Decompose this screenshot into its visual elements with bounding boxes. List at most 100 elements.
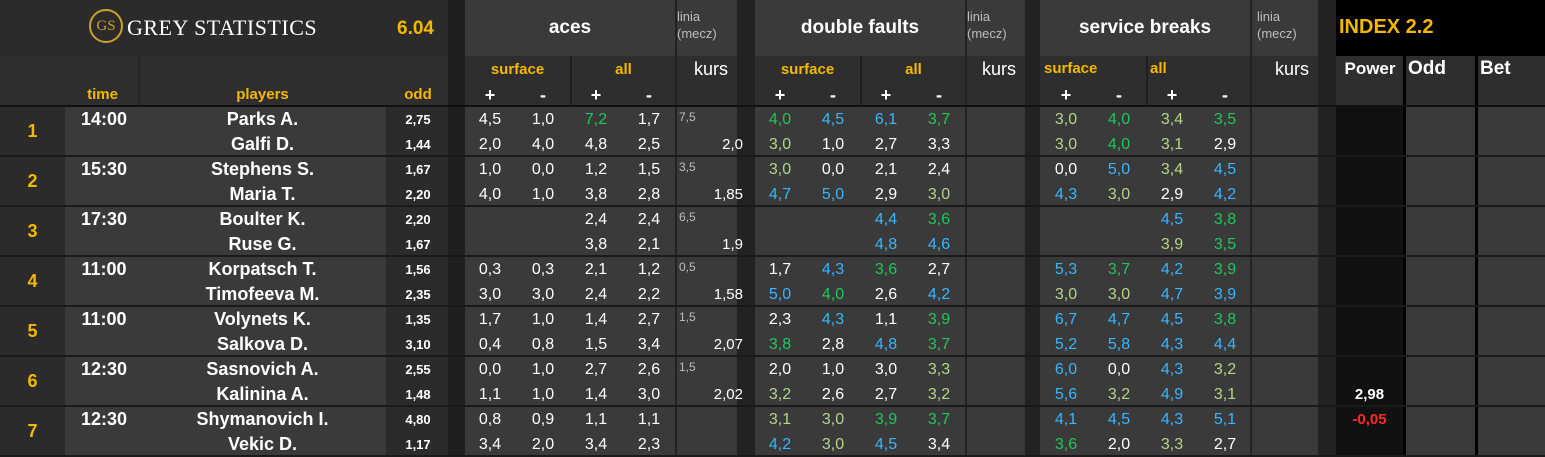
- aces-kurs-label: kurs: [693, 58, 728, 79]
- player-name[interactable]: Korpatsch T.: [208, 259, 317, 279]
- player-name[interactable]: Shymanovich I.: [196, 409, 329, 429]
- player-name[interactable]: Sasnovich A.: [206, 359, 319, 379]
- df-value: 1,0: [821, 135, 845, 153]
- grid-block: [860, 56, 862, 106]
- match-time: 15:30: [80, 159, 128, 179]
- plus-label: +: [774, 84, 786, 105]
- player-odd: 1,48: [405, 387, 431, 402]
- ace-kurs: 1,9: [722, 236, 743, 253]
- grid-block: [448, 0, 465, 457]
- df-value: 4,7: [768, 185, 792, 203]
- aces-value: 3,0: [637, 385, 661, 403]
- match-time: 11:00: [81, 309, 127, 329]
- match-row[interactable]: 6 12:30 Sasnovich A. 2,55 0,0 1,0 2,7 2,6 2,0 1,0…: [0, 357, 1545, 405]
- match-row[interactable]: 1 14:00 Parks A. 2,75 4,5 1,0 7,2 1,7 4,0 4,5 6,1 3…: [0, 107, 1545, 155]
- aces-value: 2,8: [637, 185, 661, 203]
- row-number: 5: [27, 320, 38, 341]
- row-separator: [0, 455, 1545, 457]
- aces-value: 0,0: [531, 160, 555, 178]
- player-name[interactable]: Salkova D.: [216, 334, 309, 354]
- odd-label: odd: [404, 85, 432, 103]
- player-odd: 2,55: [405, 362, 431, 377]
- player-name[interactable]: Kalinina A.: [216, 384, 309, 404]
- match-row[interactable]: 5 11:00 Volynets K. 1,35 1,7 1,0 1,4 2,7 2,3 4,3 1…: [0, 307, 1545, 355]
- mecz-label: (mecz): [1257, 26, 1297, 41]
- sb-value: 5,2: [1054, 335, 1078, 353]
- aces-value: 1,1: [478, 385, 502, 403]
- sb-value: 4,3: [1054, 185, 1078, 203]
- df-value: 4,3: [821, 260, 845, 278]
- brand-area: GS GREY STATISTICS 6.04: [75, 0, 465, 54]
- sb-value: 3,9: [1160, 235, 1184, 253]
- grid-block: [675, 0, 677, 457]
- linia-label: linia: [677, 9, 701, 24]
- sb-value: 3,0: [1107, 185, 1131, 203]
- df-value: 3,9: [874, 410, 898, 428]
- sb-value: 3,8: [1213, 310, 1237, 328]
- aces-value: 2,4: [584, 210, 608, 228]
- sb-value: 4,5: [1107, 410, 1131, 428]
- player-name[interactable]: Galfi D.: [230, 134, 294, 154]
- sb-value: 4,7: [1107, 310, 1131, 328]
- player-name[interactable]: Maria T.: [229, 184, 296, 204]
- aces-value: 3,4: [478, 435, 502, 453]
- sb-value: 2,9: [1160, 185, 1184, 203]
- aces-value: 2,6: [637, 360, 661, 378]
- service-breaks-header: service breaks: [1078, 17, 1212, 38]
- grid-block: [138, 56, 140, 106]
- aces-value: 1,0: [531, 185, 555, 203]
- ace-kurs: 1,58: [713, 286, 743, 303]
- df-value: 4,3: [821, 310, 845, 328]
- match-row[interactable]: 7 12:30 Shymanovich I. 4,80 0,8 0,9 1,1 1,1 3,1 3…: [0, 407, 1545, 455]
- aces-value: 1,7: [478, 310, 502, 328]
- player-name[interactable]: Stephens S.: [210, 159, 315, 179]
- grid-block: [0, 56, 1545, 106]
- player-odd: 1,35: [405, 312, 431, 327]
- df-value: 2,6: [821, 385, 845, 403]
- df-value: 3,3: [927, 135, 951, 153]
- sb-value: 2,0: [1107, 435, 1131, 453]
- player-name[interactable]: Boulter K.: [219, 209, 306, 229]
- df-value: 3,2: [768, 385, 792, 403]
- plus-label: +: [1060, 84, 1072, 105]
- player-name[interactable]: Timofeeva M.: [205, 284, 320, 304]
- sb-value: 4,5: [1160, 210, 1184, 228]
- aces-value: 3,4: [584, 435, 608, 453]
- row-separator: [0, 305, 1545, 307]
- match-row[interactable]: 4 11:00 Korpatsch T. 1,56 0,3 0,3 2,1 1,2 1,7 4,3…: [0, 257, 1545, 305]
- sb-value: 4,3: [1160, 410, 1184, 428]
- sb-kurs-label: kurs: [1274, 58, 1309, 79]
- df-value: 3,0: [768, 160, 792, 178]
- df-value: 3,0: [874, 360, 898, 378]
- df-value: 4,2: [768, 435, 792, 453]
- plus-label: +: [880, 84, 892, 105]
- player-name[interactable]: Parks A.: [226, 109, 299, 129]
- sb-value: 3,1: [1160, 135, 1184, 153]
- df-value: 4,5: [821, 110, 845, 128]
- df-value: 4,8: [874, 335, 898, 353]
- match-time: 12:30: [80, 359, 128, 379]
- player-name[interactable]: Volynets K.: [214, 309, 311, 329]
- sb-value: 0,0: [1107, 360, 1131, 378]
- row-number: 6: [27, 370, 38, 391]
- sb-value: 4,2: [1160, 260, 1184, 278]
- version-label: 6.04: [397, 18, 434, 39]
- player-name[interactable]: Vekic D.: [227, 434, 298, 454]
- grid-block: [1336, 107, 1405, 457]
- ace-line: 0,5: [679, 260, 696, 274]
- df-value: 3,8: [768, 335, 792, 353]
- aces-value: 0,8: [531, 335, 555, 353]
- grid-block: [737, 0, 755, 457]
- match-row[interactable]: 2 15:30 Stephens S. 1,67 1,0 0,0 1,2 1,5 3,0 0,0 2…: [0, 157, 1545, 205]
- match-row[interactable]: 3 17:30 Boulter K. 2,20 2,4 2,4 4,4 3,6 4,5 3,8 Ru…: [0, 207, 1545, 255]
- grid-block: [1250, 0, 1252, 457]
- sb-value: 4,9: [1160, 385, 1184, 403]
- player-name[interactable]: Ruse G.: [228, 234, 297, 254]
- index-header: INDEX 2.2: [1339, 16, 1434, 38]
- aces-value: 3,0: [531, 285, 555, 303]
- aces-value: 2,3: [637, 435, 661, 453]
- sb-value: 3,4: [1160, 110, 1184, 128]
- row-separator: [0, 255, 1545, 257]
- df-value: 2,4: [927, 160, 951, 178]
- df-value: 2,7: [874, 385, 898, 403]
